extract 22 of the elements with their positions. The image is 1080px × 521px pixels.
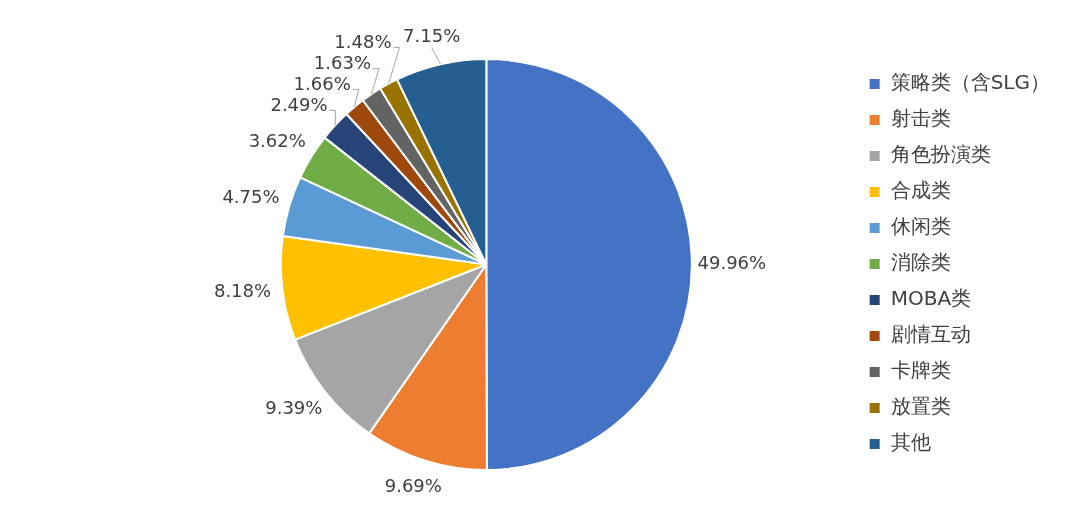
data-label: 2.49%	[270, 94, 328, 116]
legend-label: 其他	[890, 430, 931, 455]
legend-label: 剧情互动	[890, 322, 971, 347]
data-label: 4.75%	[222, 185, 280, 207]
data-label: 1.66%	[293, 73, 351, 95]
data-label: 9.39%	[265, 397, 323, 419]
data-label: 1.63%	[313, 52, 372, 74]
legend-label: 合成类	[890, 178, 951, 203]
data-label: 1.48%	[334, 31, 392, 53]
legend-label: 射击类	[890, 106, 951, 131]
legend-label: MOBA类	[890, 286, 972, 311]
legend-label: 角色扮演类	[890, 142, 991, 167]
data-label: 7.15%	[403, 24, 461, 46]
data-label: 9.69%	[384, 475, 442, 497]
legend-label: 放置类	[890, 394, 951, 419]
legend-label: 策略类（含SLG）	[890, 70, 1051, 95]
data-label: 8.18%	[213, 279, 272, 301]
data-label: 49.96%	[697, 251, 767, 273]
legend-label: 休闲类	[890, 214, 951, 239]
legend-label: 卡牌类	[890, 358, 951, 383]
data-label: 3.62%	[248, 129, 306, 151]
legend-label: 消除类	[890, 250, 951, 275]
